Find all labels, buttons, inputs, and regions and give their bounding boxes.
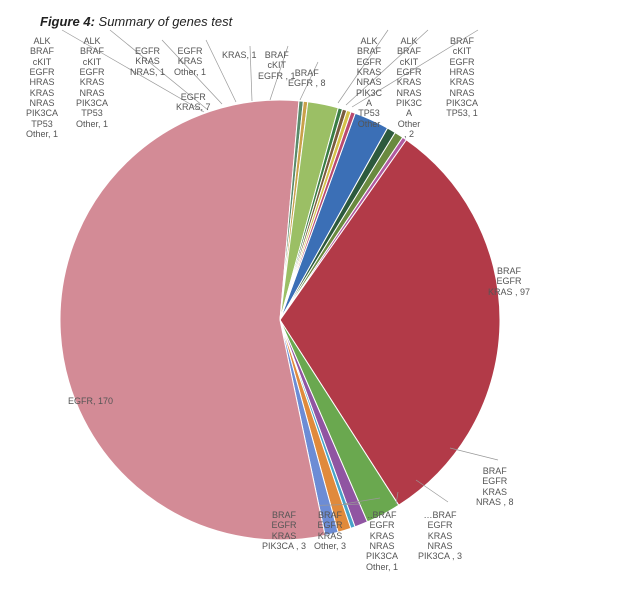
slice-label: ALK BRAF cKIT EGFR KRAS NRAS PIK3CA TP53… [76, 36, 108, 129]
slice-label: BRAF cKIT EGFR , 1 [258, 50, 296, 81]
slice-label: ..BRAF EGFR KRAS NRAS PIK3CA Other, 1 [366, 510, 398, 572]
slice-label: ALK BRAF cKIT EGFR HRAS KRAS NRAS PIK3CA… [26, 36, 58, 139]
slice-label: EGFR KRAS, 7 [176, 92, 211, 113]
slice-label: BRAF EGFR KRAS PIK3CA , 3 [262, 510, 306, 551]
slice-label: EGFR KRAS NRAS, 1 [130, 46, 165, 77]
slice-label: BRAF EGFR KRAS NRAS , 8 [476, 466, 514, 507]
slice-label: EGFR, 170 [68, 396, 113, 406]
slice-label: …BRAF EGFR KRAS NRAS PIK3CA , 3 [418, 510, 462, 562]
slice-label: BRAF EGFR KRAS , 97 [488, 266, 530, 297]
slice-label: ALK BRAF cKIT EGFR KRAS NRAS PIK3C A Oth… [396, 36, 422, 139]
leader-line [416, 480, 448, 502]
leader-line [450, 448, 498, 460]
slice-label: ALK BRAF EGFR KRAS NRAS PIK3C A TP53 Oth… [356, 36, 382, 129]
slice-label: EGFR KRAS Other, 1 [174, 46, 206, 77]
slice-label: BRAF cKIT EGFR HRAS KRAS NRAS PIK3CA TP5… [446, 36, 478, 119]
slice-label: BRAF EGFR KRAS Other, 3 [314, 510, 346, 551]
slice-label: KRAS, 1 [222, 50, 257, 60]
